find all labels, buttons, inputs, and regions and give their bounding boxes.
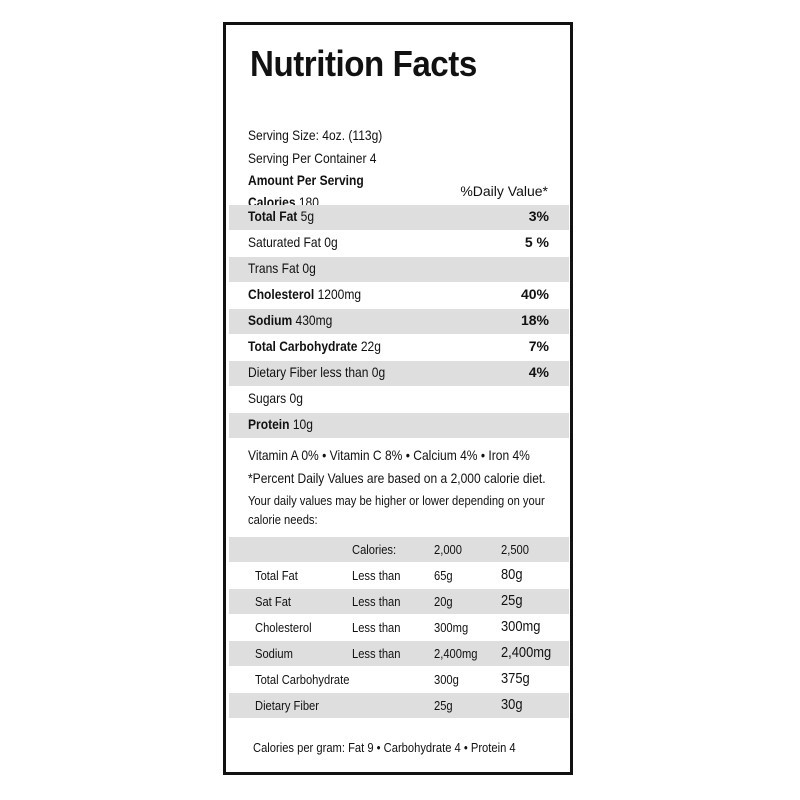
- reference-row: Sodium Less than 2,400mg 2,400mg: [229, 641, 569, 666]
- nutrient-row: Sodium 430mg 18%: [229, 309, 569, 334]
- nutrient-amount: 0g: [320, 234, 338, 250]
- reference-cell: Less than: [352, 594, 401, 609]
- nutrient-daily-value: 5 %: [524, 234, 549, 250]
- reference-row: Dietary Fiber 25g 30g: [229, 693, 569, 718]
- reference-cell: Calories:: [352, 542, 397, 557]
- nutrition-facts-panel: Nutrition Facts Serving Size: 4oz. (113g…: [223, 22, 573, 775]
- reference-cell: 25g: [434, 698, 453, 713]
- reference-row: Cholesterol Less than 300mg 300mg: [229, 615, 569, 640]
- reference-cell: 300mg: [501, 618, 541, 635]
- nutrient-label: Saturated Fat 0g: [248, 234, 338, 250]
- reference-cell: 300mg: [434, 620, 469, 635]
- nutrient-amount: 0g: [286, 390, 303, 406]
- nutrient-row: Total Fat 5g 3%: [229, 205, 569, 230]
- nutrient-name: Sodium: [248, 312, 293, 328]
- reference-cell: Less than: [352, 568, 401, 583]
- nutrient-row: Saturated Fat 0g 5 %: [229, 231, 569, 256]
- footnote-calorie-needs: calorie needs:: [248, 512, 318, 527]
- reference-cell: 2,400mg: [434, 646, 478, 661]
- footnote-daily-values: *Percent Daily Values are based on a 2,0…: [248, 470, 546, 486]
- nutrient-row: Cholesterol 1200mg 40%: [229, 283, 569, 308]
- nutrient-label: Total Fat 5g: [248, 208, 314, 224]
- reference-cell: Total Fat: [255, 568, 298, 583]
- nutrient-label: Total Carbohydrate 22g: [248, 338, 381, 354]
- nutrient-label: Cholesterol 1200mg: [248, 286, 361, 302]
- nutrient-name: Protein: [248, 416, 290, 432]
- amount-per-serving: Amount Per Serving: [248, 172, 364, 188]
- vitamins-line: Vitamin A 0% • Vitamin C 8% • Calcium 4%…: [248, 447, 530, 463]
- nutrient-label: Dietary Fiber less than 0g: [248, 364, 385, 380]
- nutrient-row: Total Carbohydrate 22g 7%: [229, 335, 569, 360]
- nutrient-row: Dietary Fiber less than 0g 4%: [229, 361, 569, 386]
- nutrient-label: Sugars 0g: [248, 390, 303, 406]
- reference-row: Total Carbohydrate 300g 375g: [229, 667, 569, 692]
- nutrient-amount: 1200mg: [314, 286, 362, 302]
- reference-cell: Cholesterol: [255, 620, 312, 635]
- reference-row: Total Fat Less than 65g 80g: [229, 563, 569, 588]
- nutrient-amount: 430mg: [292, 312, 333, 328]
- reference-cell: Total Carbohydrate: [255, 672, 350, 687]
- servings-per-container: Serving Per Container 4: [248, 150, 377, 166]
- reference-cell: Less than: [352, 646, 401, 661]
- reference-cell: 30g: [501, 696, 523, 713]
- nutrient-amount: 22g: [357, 338, 381, 354]
- nutrient-name: Total Fat: [248, 208, 298, 224]
- nutrient-daily-value: 3%: [528, 208, 549, 224]
- reference-cell: Sat Fat: [255, 594, 292, 609]
- nutrient-row: Protein 10g: [229, 413, 569, 438]
- nutrient-name: Dietary Fiber less than: [248, 364, 369, 380]
- nutrient-amount: 0g: [299, 260, 316, 276]
- nutrient-amount: 0g: [368, 364, 386, 380]
- reference-cell: 65g: [434, 568, 453, 583]
- reference-cell: 80g: [501, 566, 523, 583]
- reference-cell: 2,400mg: [501, 644, 552, 661]
- reference-cell: 375g: [501, 670, 530, 687]
- reference-cell: 2,000: [434, 542, 462, 557]
- calories-per-gram: Calories per gram: Fat 9 • Carbohydrate …: [253, 740, 516, 755]
- reference-cell: Dietary Fiber: [255, 698, 320, 713]
- reference-cell: 25g: [501, 592, 523, 609]
- reference-row: Sat Fat Less than 20g 25g: [229, 589, 569, 614]
- reference-cell: 20g: [434, 594, 453, 609]
- serving-size: Serving Size: 4oz. (113g): [248, 127, 383, 143]
- nutrient-label: Sodium 430mg: [248, 312, 332, 328]
- nutrient-amount: 5g: [297, 208, 315, 224]
- reference-cell: 300g: [434, 672, 459, 687]
- reference-cell: Less than: [352, 620, 401, 635]
- nutrient-name: Saturated Fat: [248, 234, 321, 250]
- nutrient-daily-value: 40%: [520, 286, 549, 302]
- nutrient-row: Sugars 0g: [229, 387, 569, 412]
- nutrient-label: Protein 10g: [248, 416, 313, 432]
- nutrient-name: Total Carbohydrate: [248, 338, 358, 354]
- nutrient-name: Sugars: [248, 390, 287, 406]
- nutrient-row: Trans Fat 0g: [229, 257, 569, 282]
- nutrient-daily-value: 7%: [528, 338, 549, 354]
- panel-title: Nutrition Facts: [250, 43, 477, 84]
- reference-header-row: Calories: 2,000 2,500: [229, 537, 569, 562]
- nutrient-daily-value: 18%: [520, 312, 549, 328]
- nutrient-name: Trans Fat: [248, 260, 300, 276]
- reference-cell: Sodium: [255, 646, 293, 661]
- nutrient-daily-value: 4%: [528, 364, 549, 380]
- reference-cell: 2,500: [501, 542, 529, 557]
- nutrient-label: Trans Fat 0g: [248, 260, 316, 276]
- nutrient-amount: 10g: [289, 416, 313, 432]
- footnote-variation: Your daily values may be higher or lower…: [248, 493, 545, 508]
- daily-value-header: %Daily Value*: [460, 183, 548, 199]
- nutrient-name: Cholesterol: [248, 286, 315, 302]
